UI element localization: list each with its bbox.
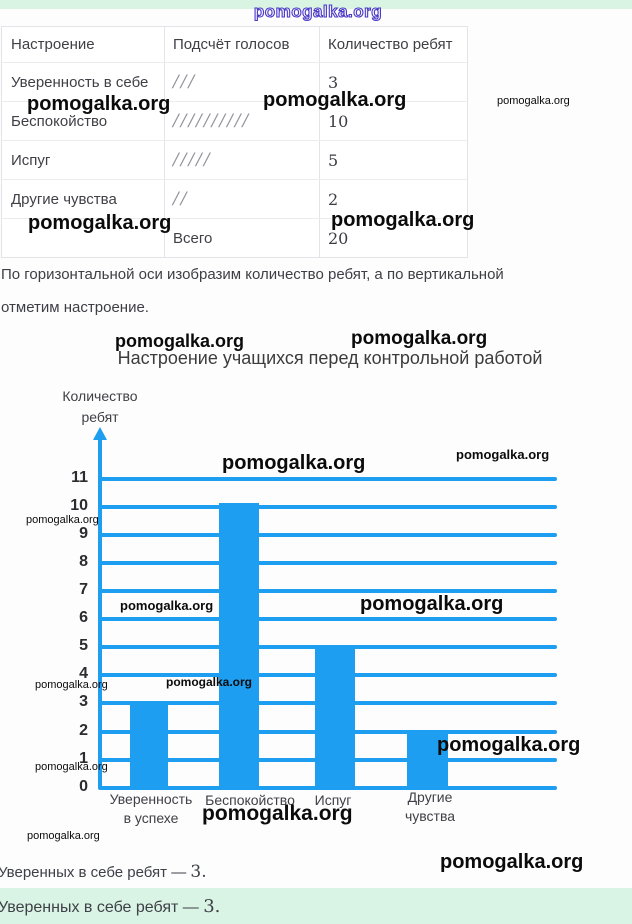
y-tick-label: 8 — [79, 553, 88, 570]
bar-other-feelings — [407, 730, 448, 790]
y-tick-label: 10 — [70, 497, 88, 514]
table-row: Другие чувства // 2 — [2, 179, 467, 218]
watermark: pomogalka.org — [437, 734, 581, 756]
watermark: pomogalka.org — [27, 93, 171, 115]
conclusion-line2: Уверенных в себе ребят — 3. — [0, 896, 220, 917]
x-category-label: Другие чувства — [385, 788, 475, 826]
watermark: pomogalka.org — [35, 679, 108, 691]
conclusion-value: 3. — [203, 895, 221, 917]
watermark: pomogalka.org — [26, 514, 99, 526]
watermark: pomogalka.org — [360, 593, 504, 615]
table-row: Испуг ///// 5 — [2, 140, 467, 179]
y-tick-label: 0 — [79, 778, 88, 795]
x-category-label: Испуг — [314, 792, 352, 808]
count-cell: 10 — [328, 111, 349, 131]
watermark: pomogalka.org — [331, 209, 475, 231]
count-cell: 5 — [328, 150, 339, 170]
watermark: pomogalka.org — [263, 89, 407, 111]
y-axis-label-line2: ребят — [81, 409, 119, 425]
y-tick-label: 3 — [79, 693, 88, 710]
table-header-row: Настроение Подсчёт голосов Количество ре… — [2, 27, 467, 62]
y-tick-label: 1 — [79, 750, 88, 767]
watermark: pomogalka.org — [253, 1, 383, 21]
y-tick-label: 6 — [79, 609, 88, 626]
col-header-tally: Подсчёт голосов — [165, 27, 320, 62]
watermark: pomogalka.org — [440, 851, 584, 873]
paragraph-line1: По горизонтальной оси изобразим количест… — [1, 266, 504, 283]
mood-table: Настроение Подсчёт голосов Количество ре… — [1, 26, 468, 258]
conclusion-value: 3. — [190, 862, 207, 882]
y-axis-line — [98, 432, 102, 790]
conclusion-text: Уверенных в себе ребят — — [0, 864, 191, 881]
y-tick-label: 7 — [79, 581, 88, 598]
mood-cell: Испуг — [2, 141, 165, 179]
mood-cell: Другие чувства — [2, 180, 165, 218]
y-tick-label: 9 — [79, 525, 88, 542]
y-axis-arrow-icon — [93, 427, 107, 440]
table-row: Беспокойство ////////// 10 — [2, 101, 467, 140]
gridline — [100, 561, 557, 565]
mood-cell: Беспокойство — [2, 102, 165, 140]
total-label: Всего — [165, 219, 320, 257]
watermark: pomogalka.org — [27, 830, 100, 842]
watermark: pomogalka.org — [120, 598, 214, 613]
x-category-line: в успехе — [123, 810, 179, 826]
table-row-total: Всего 20 — [2, 218, 467, 257]
count-cell: 3 — [328, 72, 339, 92]
empty-cell — [2, 219, 165, 257]
gridline — [100, 617, 557, 621]
total-count: 20 — [328, 228, 349, 248]
conclusion-line1: Уверенных в себе ребят — 3. — [0, 862, 207, 882]
y-tick-label: 11 — [71, 469, 88, 486]
highlighted-answer: Уверенных в себе ребят — 3. — [0, 888, 632, 924]
x-category-line: чувства — [404, 808, 456, 824]
count-cell: 2 — [328, 189, 339, 209]
table-row: Уверенность в себе /// 3 — [2, 62, 467, 101]
watermark: pomogalka.org — [115, 331, 245, 351]
bar-anxiety — [219, 503, 259, 790]
gridline — [100, 505, 557, 509]
x-category-line: Уверенность — [109, 791, 193, 807]
watermark: pomogalka.org — [497, 95, 570, 107]
watermark: pomogalka.org — [351, 328, 488, 349]
watermark: pomogalka.org — [35, 761, 108, 773]
x-category-line: Другие — [407, 789, 453, 805]
conclusion-text: Уверенных в себе ребят — — [0, 898, 204, 916]
y-axis-label-line1: Количество — [62, 388, 138, 404]
x-category-label: Уверенность в успехе — [97, 790, 205, 828]
watermark: pomogalka.org — [456, 447, 550, 462]
y-tick-label: 2 — [79, 722, 88, 739]
y-tick-label: 4 — [79, 665, 88, 682]
tally-cell: // — [165, 180, 320, 218]
watermark: pomogalka.org — [166, 675, 253, 689]
tally-cell: ////////// — [165, 102, 320, 140]
gridline — [100, 477, 557, 481]
watermark: pomogalka.org — [222, 452, 366, 474]
tally-cell: ///// — [165, 141, 320, 179]
x-category-label: Беспокойство — [205, 792, 295, 808]
bar-fear — [315, 645, 355, 790]
gridline — [100, 533, 557, 537]
col-header-count: Количество ребят — [328, 36, 453, 53]
chart-title: Настроение учащихся перед контрольной ра… — [117, 348, 543, 368]
top-green-strip — [0, 0, 632, 9]
y-tick-label: 5 — [79, 637, 88, 654]
watermark: pomogalka.org — [28, 212, 172, 234]
paragraph-line2: отметим настроение. — [1, 299, 149, 316]
gridline — [100, 589, 557, 593]
watermark: pomogalka.org — [202, 802, 353, 825]
bar-confidence — [130, 701, 168, 790]
mood-cell: Уверенность в себе — [2, 63, 165, 101]
col-header-mood: Настроение — [2, 27, 165, 62]
tally-cell: /// — [165, 63, 320, 101]
